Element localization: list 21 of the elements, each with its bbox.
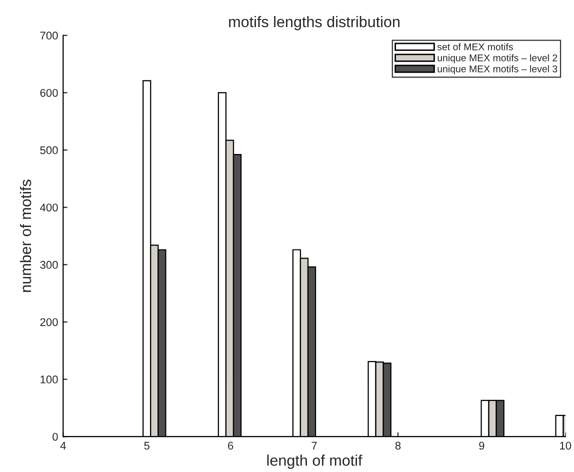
x-tick-label: 7 (312, 442, 317, 450)
y-tick-label: 500 (40, 146, 58, 154)
legend-label: set of MEX motifs (437, 43, 513, 50)
x-tick-label: 10 (560, 442, 572, 450)
y-tick-label: 700 (40, 32, 58, 40)
x-tick-label: 6 (228, 442, 234, 450)
y-tick-label: 600 (40, 88, 58, 97)
x-tick-label: 4 (60, 442, 66, 450)
chart-title: motifs lengths distribution (229, 16, 400, 30)
y-tick-label: 0 (52, 432, 58, 441)
x-tick-label: 9 (479, 442, 484, 450)
legend-label: unique MEX motifs – level 2 (438, 54, 558, 64)
x-tick-label: 8 (395, 442, 401, 450)
x-tick-label: 5 (144, 442, 150, 450)
y-tick-label: 400 (40, 204, 58, 212)
y-tick-label: 100 (40, 376, 58, 384)
y-axis-title: number of motifs (20, 180, 32, 292)
y-tick-label: 300 (40, 260, 58, 269)
y-tick-label: 200 (40, 318, 58, 326)
legend-label: unique MEX motifs – level 3 (438, 65, 558, 74)
x-axis-title: length of motif (267, 454, 362, 469)
